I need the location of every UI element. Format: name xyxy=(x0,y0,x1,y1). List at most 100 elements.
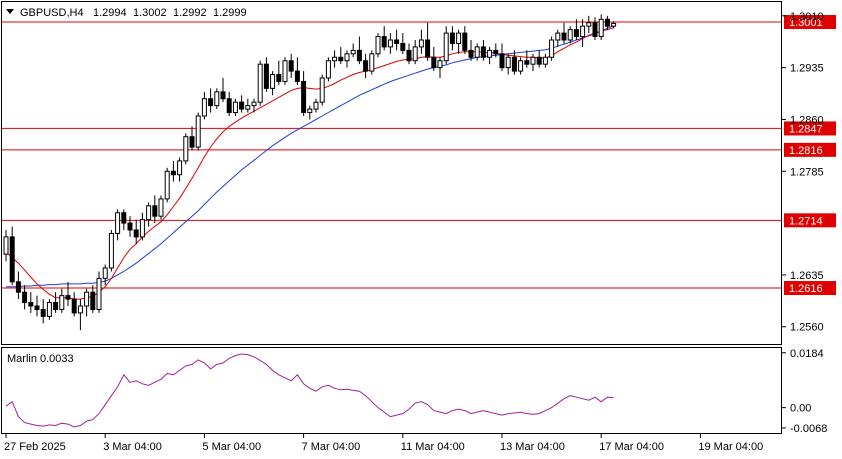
candle-body-bear xyxy=(394,39,400,44)
candle-body-bear xyxy=(53,302,59,310)
candle xyxy=(592,17,598,40)
marlin-line xyxy=(5,353,614,428)
candle xyxy=(375,33,381,58)
candle xyxy=(381,26,387,51)
candle-body-bear xyxy=(431,56,437,69)
ma-layer xyxy=(5,25,614,300)
candle xyxy=(226,91,232,116)
candle-body-bear xyxy=(524,60,530,65)
candle xyxy=(406,43,412,65)
candle-body-bull xyxy=(580,25,586,38)
candle-body-bear xyxy=(170,170,176,176)
candle-body-bear xyxy=(65,295,71,300)
candle-body-bull xyxy=(282,60,288,82)
candle-body-bull xyxy=(505,56,511,69)
candle xyxy=(387,33,393,54)
candle-body-bear xyxy=(536,56,542,65)
candle-body-bear xyxy=(356,49,362,62)
candle xyxy=(443,26,449,65)
candle-body-bull xyxy=(319,77,325,103)
candle xyxy=(493,43,499,58)
candle-body-bull xyxy=(350,49,356,55)
candle-body-bull xyxy=(59,295,65,310)
candle xyxy=(394,29,400,51)
candle-body-bear xyxy=(499,53,505,69)
candle-body-bear xyxy=(480,46,486,58)
level-price-tag xyxy=(784,121,836,136)
candle-body-bull xyxy=(313,101,319,110)
candle xyxy=(474,43,480,61)
candle xyxy=(232,98,238,116)
candle-body-bull xyxy=(611,22,617,27)
candle-body-bear xyxy=(294,70,300,82)
x-tick-label: 27 Feb 2025 xyxy=(4,441,66,453)
candle xyxy=(22,285,28,310)
candle xyxy=(96,271,102,313)
candle xyxy=(164,167,170,203)
candle xyxy=(350,43,356,58)
candle xyxy=(425,22,431,61)
candle-body-bear xyxy=(561,32,567,41)
candle xyxy=(412,40,418,65)
candle xyxy=(53,292,59,313)
candle-body-bear xyxy=(400,42,406,51)
candle xyxy=(59,288,65,313)
candle xyxy=(437,57,443,78)
candle xyxy=(208,88,214,113)
candle xyxy=(561,22,567,44)
y-tick-label: 1.2560 xyxy=(790,322,824,334)
candle-body-bear xyxy=(133,229,139,238)
candle-body-bear xyxy=(604,18,610,27)
ma-slow-line xyxy=(6,25,614,288)
indicator-y-tick-label: -0.0068 xyxy=(790,423,827,435)
candle xyxy=(431,46,437,72)
candle-body-bear xyxy=(15,281,21,293)
candle xyxy=(598,14,604,40)
level-price-label: 1.2714 xyxy=(789,215,823,227)
candle xyxy=(139,212,145,241)
candle xyxy=(456,29,462,54)
candle-body-bull xyxy=(214,91,220,107)
candle xyxy=(251,98,257,113)
candle-body-bull xyxy=(437,60,443,69)
dropdown-triangle-icon[interactable] xyxy=(6,9,14,14)
ohlc-close: 1.2999 xyxy=(213,7,247,19)
candle-body-bull xyxy=(369,53,375,72)
candle xyxy=(369,50,375,75)
candle-body-bull xyxy=(115,212,121,234)
candle xyxy=(536,50,542,68)
candle-body-bull xyxy=(412,46,418,62)
candle xyxy=(214,88,220,110)
candle xyxy=(177,157,183,182)
candle-body-bull xyxy=(3,236,9,255)
candle-body-bear xyxy=(425,39,431,58)
levels-layer: 1.3001 1.2847 1.2816 1.2714 1.2616 xyxy=(2,15,836,296)
candle-body-bull xyxy=(108,232,114,269)
candle xyxy=(487,46,493,65)
candle xyxy=(418,29,424,54)
level-price-tag xyxy=(784,213,836,228)
candle xyxy=(580,19,586,47)
candle xyxy=(332,50,338,68)
candle xyxy=(276,60,282,85)
y-tick-label: 1.2785 xyxy=(790,166,824,178)
candle xyxy=(505,53,511,75)
candle-body-bull xyxy=(164,170,170,200)
candle-body-bear xyxy=(573,29,579,38)
candle xyxy=(108,230,114,272)
candle-body-bear xyxy=(263,63,269,89)
candle xyxy=(189,126,195,151)
candle-body-bull xyxy=(586,22,592,27)
candle xyxy=(518,57,524,75)
candle-body-bull xyxy=(418,39,424,48)
chart-header[interactable]: GBPUSD,H4 1.2994 1.3002 1.2992 1.2999 xyxy=(6,7,247,19)
candle xyxy=(34,295,40,317)
candles-layer xyxy=(3,14,617,331)
level-price-label: 1.3001 xyxy=(789,17,823,29)
candle-body-bear xyxy=(40,308,46,317)
candle xyxy=(282,57,288,85)
main-panel-frame xyxy=(1,1,782,345)
candle xyxy=(28,292,34,313)
candle xyxy=(220,78,226,103)
candle xyxy=(555,29,561,47)
